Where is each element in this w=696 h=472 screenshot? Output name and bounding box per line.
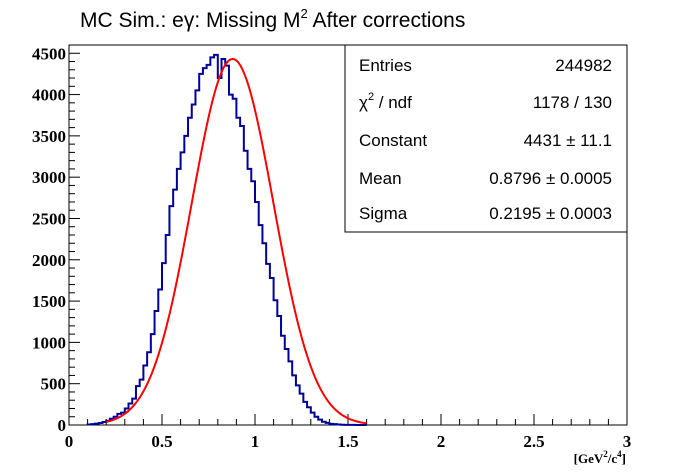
gaussian-fit-curve [105,57,367,425]
y-tick-label: 4000 [32,86,66,105]
stats-mean-value: 0.8796 ± 0.0005 [489,169,612,188]
x-tick-label: 3 [623,432,632,451]
x-axis-ticks: 0 0.5 1 1.5 2 2.5 3 [65,414,632,451]
fit-curve-group [105,57,367,425]
x-tick-label: 1.5 [337,432,358,451]
chart-title-pre: MC Sim.: e [80,9,184,32]
histogram-series [86,53,367,426]
y-tick-label: 2500 [32,209,66,228]
stats-chi2-label: χ2 / ndf [359,91,412,112]
x-axis-title-pre: [GeV [574,451,604,466]
x-axis-title-post: ] [622,451,626,466]
chart-title-gamma: γ [184,9,195,32]
stats-box-frame [344,44,628,233]
x-tick-label: 2 [437,432,446,451]
y-tick-label: 500 [41,375,67,394]
x-axis-title-sup2: 4 [617,449,622,459]
y-axis-ticks: 0 500 1000 1500 2000 2500 3000 3500 4000 4500 [32,44,80,435]
y-tick-label: 4500 [32,44,66,63]
x-axis-title-mid: /c [607,451,618,466]
stats-sigma-label: Sigma [359,204,408,223]
y-tick-label: 2000 [32,251,66,270]
stats-mean-label: Mean [359,169,402,188]
chart-title: MC Sim.: eγ: Missing M2 After correction… [80,6,465,32]
x-tick-label: 2.5 [523,432,544,451]
y-tick-label: 0 [58,416,67,435]
stats-entries-label: Entries [359,56,412,75]
x-tick-label: 1 [251,432,260,451]
stats-entries-value: 244982 [555,56,612,75]
stats-chi2-label-sup: 2 [368,91,374,103]
x-tick-label: 0.5 [151,432,172,451]
stats-constant-value: 4431 ± 11.1 [524,131,612,150]
stats-chi2-label-post: / ndf [374,93,412,112]
chart-title-mid: : Missing M [194,9,300,32]
y-tick-label: 3500 [32,127,66,146]
stats-chi2-value: 1178 / 130 [533,93,612,112]
stats-box: Entries 244982 χ2 / ndf 1178 / 130 Const… [344,44,628,233]
stats-sigma-value: 0.2195 ± 0.0003 [489,204,612,223]
histogram-group [86,53,367,426]
x-tick-label: 0 [65,432,74,451]
chart-title-post: After corrections [308,9,466,32]
x-axis-title-sup1: 2 [603,449,608,459]
y-tick-label: 1500 [32,292,66,311]
y-tick-label: 1000 [32,333,66,352]
stats-chi2-label-pre: χ [359,93,368,112]
chart-title-sup: 2 [301,6,308,21]
x-axis-title: [GeV2/c4] [574,449,626,466]
y-tick-label: 3000 [32,168,66,187]
stats-constant-label: Constant [359,131,427,150]
